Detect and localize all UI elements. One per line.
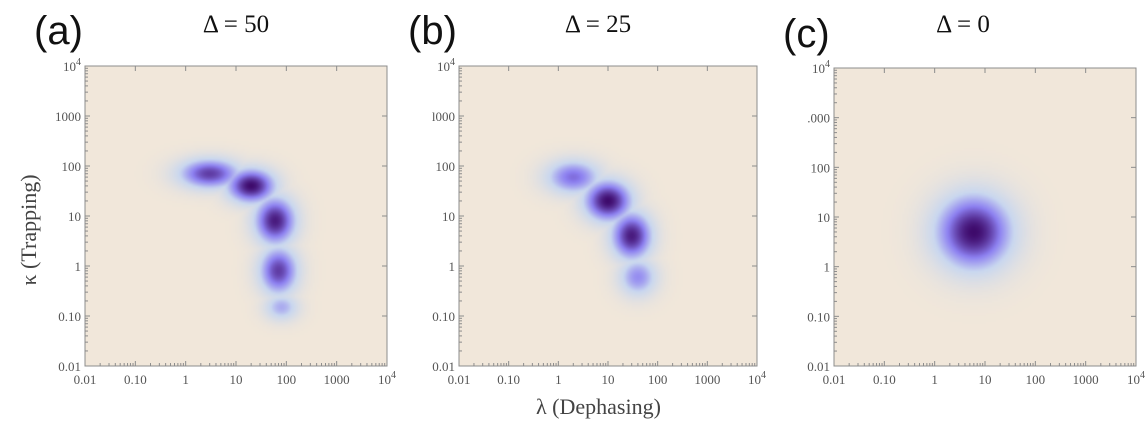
- y-tick-label: l000: [432, 109, 455, 124]
- y-tick-label: 104: [63, 57, 81, 74]
- panel-title: Δ = 50: [203, 11, 269, 38]
- x-tick-label: 0.10: [124, 372, 147, 387]
- y-tick-label: 10: [817, 210, 830, 225]
- x-tick-label: 1000: [1073, 372, 1099, 387]
- heatmap-surface: [834, 68, 1136, 366]
- y-axis-label: κ (Trapping): [16, 174, 41, 285]
- x-tick-label: 0.01: [448, 372, 471, 387]
- heatmap-panel-1: 0.01 0.10 1 10 100 1000 104 0.01 0.10 1 10 100 1000 1…: [34, 9, 396, 387]
- y-tick-label: .000: [807, 111, 830, 126]
- x-tick-label: 1000: [694, 372, 720, 387]
- panel-title: Δ = 0: [936, 11, 990, 38]
- y-tick-label: 1: [449, 259, 456, 274]
- x-tick-label: 1: [182, 372, 189, 387]
- panel-label: (c): [783, 12, 830, 56]
- y-tick-label: 100: [436, 159, 456, 174]
- y-tick-label: 10: [68, 209, 81, 224]
- y-tick-label: 1: [824, 260, 831, 275]
- heatmap-panel-3: 0.01 0.10 1 10 100 1000 104 .000 100 10 1 0.10 0.01 1…: [783, 11, 1145, 387]
- panel-label: (a): [34, 9, 83, 53]
- y-tick-label: 0.10: [807, 309, 830, 324]
- x-axis-label: λ (Dephasing): [536, 394, 661, 419]
- x-tick-label: 100: [277, 372, 297, 387]
- y-tick-label: 0.01: [432, 359, 455, 374]
- y-tick-label: 1: [75, 259, 82, 274]
- panel-title: Δ = 25: [565, 11, 631, 38]
- y-tick-label: 1000: [55, 109, 81, 124]
- heatmap-surface: [459, 66, 757, 366]
- x-tick-label: 1000: [324, 372, 350, 387]
- x-tick-label: 0.01: [823, 372, 846, 387]
- y-tick-label: 104: [812, 59, 830, 76]
- panel-label: (b): [408, 9, 457, 53]
- y-tick-label: 100: [62, 159, 82, 174]
- x-tick-label: 0.10: [873, 372, 896, 387]
- heatmap-panel-2: 0.01 0.10 1 10 100 1000 104 l000 100 10 1 0.10 0.01 1…: [408, 9, 766, 387]
- y-tick-label: 10: [442, 209, 455, 224]
- y-tick-label: 0.10: [58, 309, 81, 324]
- x-tick-label: 10: [602, 372, 615, 387]
- x-tick-label: 0.01: [74, 372, 97, 387]
- y-tick-label: 100: [811, 160, 831, 175]
- heatmap-surface: [85, 66, 387, 366]
- x-tick-label: 0.10: [497, 372, 520, 387]
- y-tick-label: 0.01: [58, 359, 81, 374]
- x-tick-label: 10: [230, 372, 243, 387]
- y-tick-label: 104: [437, 57, 455, 74]
- y-tick-label: 0.01: [807, 359, 830, 374]
- x-tick-label: 104: [748, 370, 766, 387]
- x-tick-label: 100: [1026, 372, 1046, 387]
- y-tick-label: 0.10: [432, 309, 455, 324]
- x-tick-label: 104: [1127, 370, 1145, 387]
- x-tick-label: 10: [979, 372, 992, 387]
- x-tick-label: 104: [378, 370, 396, 387]
- x-tick-label: 100: [648, 372, 668, 387]
- x-tick-label: 1: [555, 372, 562, 387]
- x-tick-label: 1: [931, 372, 938, 387]
